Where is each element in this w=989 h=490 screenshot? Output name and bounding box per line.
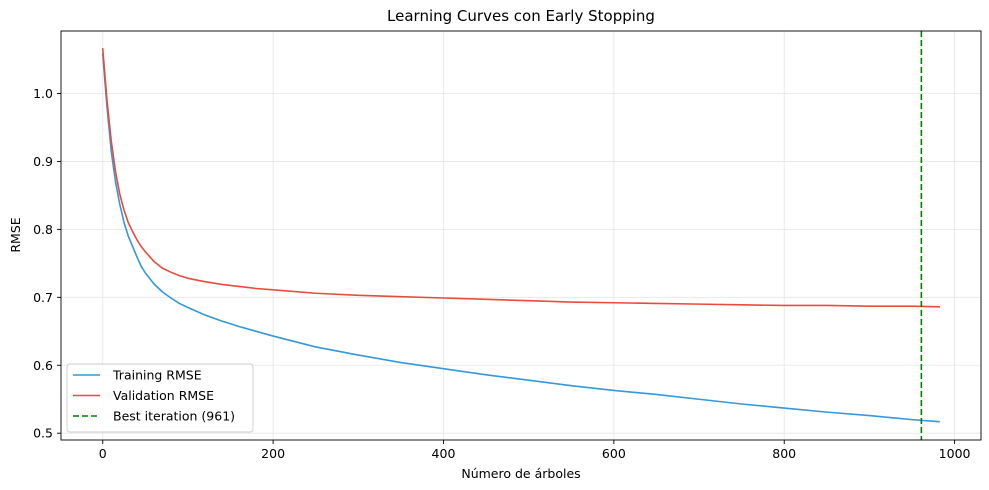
x-axis-label: Número de árboles (461, 466, 580, 481)
training-rmse-line (101, 53, 941, 423)
x-tick-label: 0 (99, 446, 107, 461)
x-tick-label: 400 (432, 446, 456, 461)
y-tick-label: 0.8 (33, 222, 53, 237)
y-tick-label: 0.7 (33, 290, 53, 305)
y-tick-label: 1.0 (33, 86, 53, 101)
x-ticks: 0 200 400 600 800 1000 (99, 440, 971, 461)
x-tick-label: 1000 (939, 446, 971, 461)
y-axis-label: RMSE (8, 217, 23, 252)
series-group (101, 47, 941, 423)
legend-label-validation: Validation RMSE (113, 388, 214, 403)
legend-label-training: Training RMSE (112, 368, 202, 383)
legend-label-best-iteration: Best iteration (961) (113, 409, 235, 424)
y-tick-label: 0.9 (33, 154, 53, 169)
x-tick-label: 800 (772, 446, 796, 461)
y-tick-label: 0.6 (33, 358, 53, 373)
validation-rmse-line (101, 47, 941, 308)
plot-frame (60, 30, 982, 441)
x-tick-label: 600 (602, 446, 626, 461)
legend-box (66, 363, 254, 433)
chart-title: Learning Curves con Early Stopping (387, 7, 655, 25)
x-tick-label: 200 (261, 446, 285, 461)
y-ticks: 0.5 0.6 0.7 0.8 0.9 1.0 (33, 86, 61, 441)
y-tick-label: 0.5 (33, 426, 53, 441)
legend: Training RMSE Validation RMSE Best iterati… (66, 363, 254, 433)
